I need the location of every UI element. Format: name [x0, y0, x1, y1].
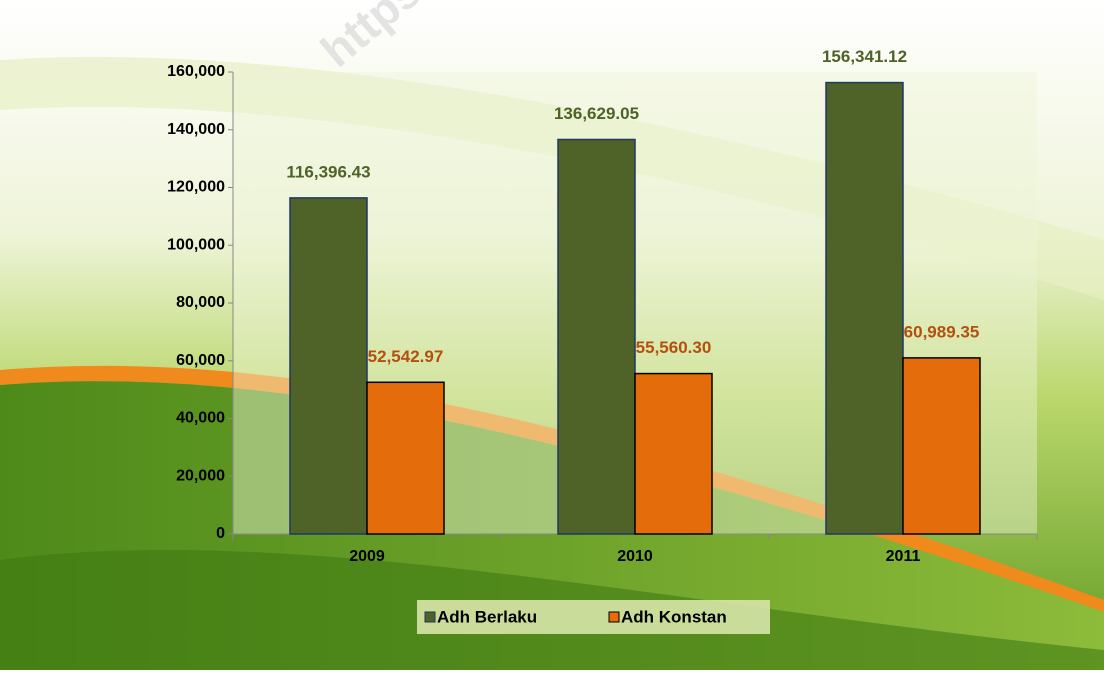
- y-tick-label: 60,000: [176, 352, 225, 369]
- y-tick-label: 20,000: [176, 467, 225, 484]
- y-tick-label: 80,000: [176, 294, 225, 311]
- value-label: 55,560.30: [636, 338, 712, 357]
- legend-label: Adh Konstan: [621, 607, 727, 626]
- value-label: 116,396.43: [286, 162, 370, 181]
- x-tick-label: 2011: [886, 548, 921, 565]
- bar: [289, 197, 368, 535]
- x-tick-label: 2010: [617, 548, 653, 565]
- bar: [557, 138, 636, 535]
- value-label: 156,341.12: [822, 47, 907, 66]
- bar: [366, 381, 445, 535]
- bar: [825, 81, 904, 535]
- bar: [634, 372, 713, 535]
- value-label: 52,542.97: [368, 347, 444, 366]
- y-tick-label: 40,000: [176, 410, 225, 427]
- y-tick-label: 100,000: [167, 236, 225, 253]
- legend-box: [417, 600, 770, 634]
- y-tick-label: 160,000: [167, 63, 225, 80]
- bar: [902, 357, 981, 535]
- swoosh: [0, 56, 1104, 300]
- legend-label: Adh Berlaku: [437, 607, 537, 626]
- y-tick-label: 0: [216, 525, 225, 542]
- legend-swatch: [608, 611, 620, 623]
- value-label: 60,989.35: [904, 322, 980, 341]
- x-tick-label: 2009: [349, 548, 385, 565]
- value-label: 136,629.05: [554, 104, 639, 123]
- y-tick-label: 140,000: [167, 121, 225, 138]
- marks: 0 20,000 40,000 60,000 80,000 100,000 120,000 1…: [167, 47, 1038, 626]
- legend-swatch: [424, 611, 436, 623]
- y-tick-label: 120,000: [167, 179, 225, 196]
